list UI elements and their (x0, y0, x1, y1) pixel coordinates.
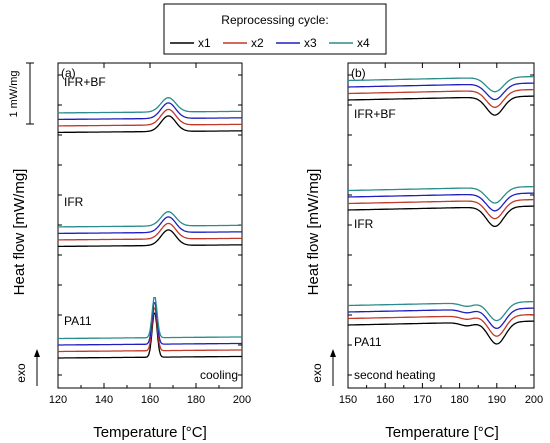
panel-b: 150 160 170 180 190 200 (b) second heating IFR+B… (339, 62, 543, 406)
group-ifr-bf: IFR+BF (58, 75, 243, 134)
curve-x3 (348, 307, 534, 330)
x-tick-label: 170 (413, 394, 431, 406)
curve-x3 (58, 216, 243, 235)
legend: Reprocessing cycle: x1 x2 x3 x4 (163, 3, 387, 55)
legend-label-x3: x3 (304, 36, 317, 50)
curve-x4 (58, 97, 243, 114)
group-ifr-bf: IFR+BF (348, 75, 534, 121)
curve-x1 (348, 320, 534, 345)
x-tick-label: 150 (339, 394, 357, 406)
curve-x4 (348, 300, 534, 322)
curve-x4 (58, 296, 243, 340)
curve-x3 (348, 82, 534, 101)
y-axis-label-left: Heat flow [mW/mg] (11, 169, 28, 296)
x-tick-label: 200 (525, 394, 543, 406)
x-tick-label: 160 (141, 394, 159, 406)
scale-bar: 1 mW/mg (8, 62, 34, 125)
group-ifr: IFR (348, 185, 534, 231)
x-tick-label: 160 (376, 394, 394, 406)
legend-label-x1: x1 (198, 36, 211, 50)
curve-x1 (58, 115, 243, 134)
legend-box (163, 3, 387, 55)
curve-x1 (58, 229, 243, 248)
group-label: IFR (64, 195, 84, 209)
curve-x1 (348, 95, 534, 116)
mode-label: cooling (200, 368, 238, 382)
x-tick-label: 180 (450, 394, 468, 406)
exo-label-right: exo (310, 363, 324, 383)
legend-label-x2: x2 (251, 36, 264, 50)
curve-x3 (58, 102, 243, 121)
curve-x2 (348, 198, 534, 220)
panel-label: (a) (61, 66, 76, 80)
curve-x1 (58, 312, 243, 359)
curve-x4 (348, 75, 534, 93)
panel-a: 120 140 160 180 200 (a) cooling IFR+BF IFR PA11 (49, 62, 251, 406)
group-label: IFR+BF (64, 75, 106, 89)
curve-x2 (58, 108, 243, 127)
curve-x4 (348, 185, 534, 204)
y-axis-label-right: Heat flow [mW/mg] (305, 169, 322, 296)
curve-x2 (58, 307, 243, 353)
scale-bar-label: 1 mW/mg (8, 70, 20, 117)
group-ifr: IFR (58, 195, 243, 248)
curve-x2 (58, 222, 243, 241)
group-label: IFR+BF (354, 107, 396, 121)
x-tick-label: 190 (488, 394, 506, 406)
exo-arrow-right: exo (310, 349, 336, 386)
curve-x3 (58, 302, 243, 346)
legend-label-x4: x4 (357, 36, 370, 50)
x-axis-label-left: Temperature [°C] (93, 424, 207, 441)
curve-x3 (348, 192, 534, 212)
curve-x2 (348, 88, 534, 108)
x-axis-label-right: Temperature [°C] (385, 424, 499, 441)
curve-x4 (58, 211, 243, 228)
panel-label: (b) (351, 66, 366, 80)
group-label: PA11 (64, 314, 92, 328)
curve-x1 (348, 205, 534, 228)
exo-label-left: exo (14, 363, 28, 383)
x-tick-label: 120 (49, 394, 67, 406)
group-label: PA11 (354, 335, 382, 349)
legend-title: Reprocessing cycle: (221, 13, 328, 27)
group-pa11: PA11 (58, 296, 243, 359)
x-tick-label: 140 (95, 394, 113, 406)
x-tick-label: 200 (233, 394, 251, 406)
group-pa11: PA11 (348, 300, 534, 349)
x-tick-label: 180 (187, 394, 205, 406)
mode-label: second heating (354, 368, 435, 382)
curve-x2 (348, 313, 534, 337)
group-label: IFR (354, 217, 374, 231)
exo-arrow-left: exo (14, 349, 40, 386)
